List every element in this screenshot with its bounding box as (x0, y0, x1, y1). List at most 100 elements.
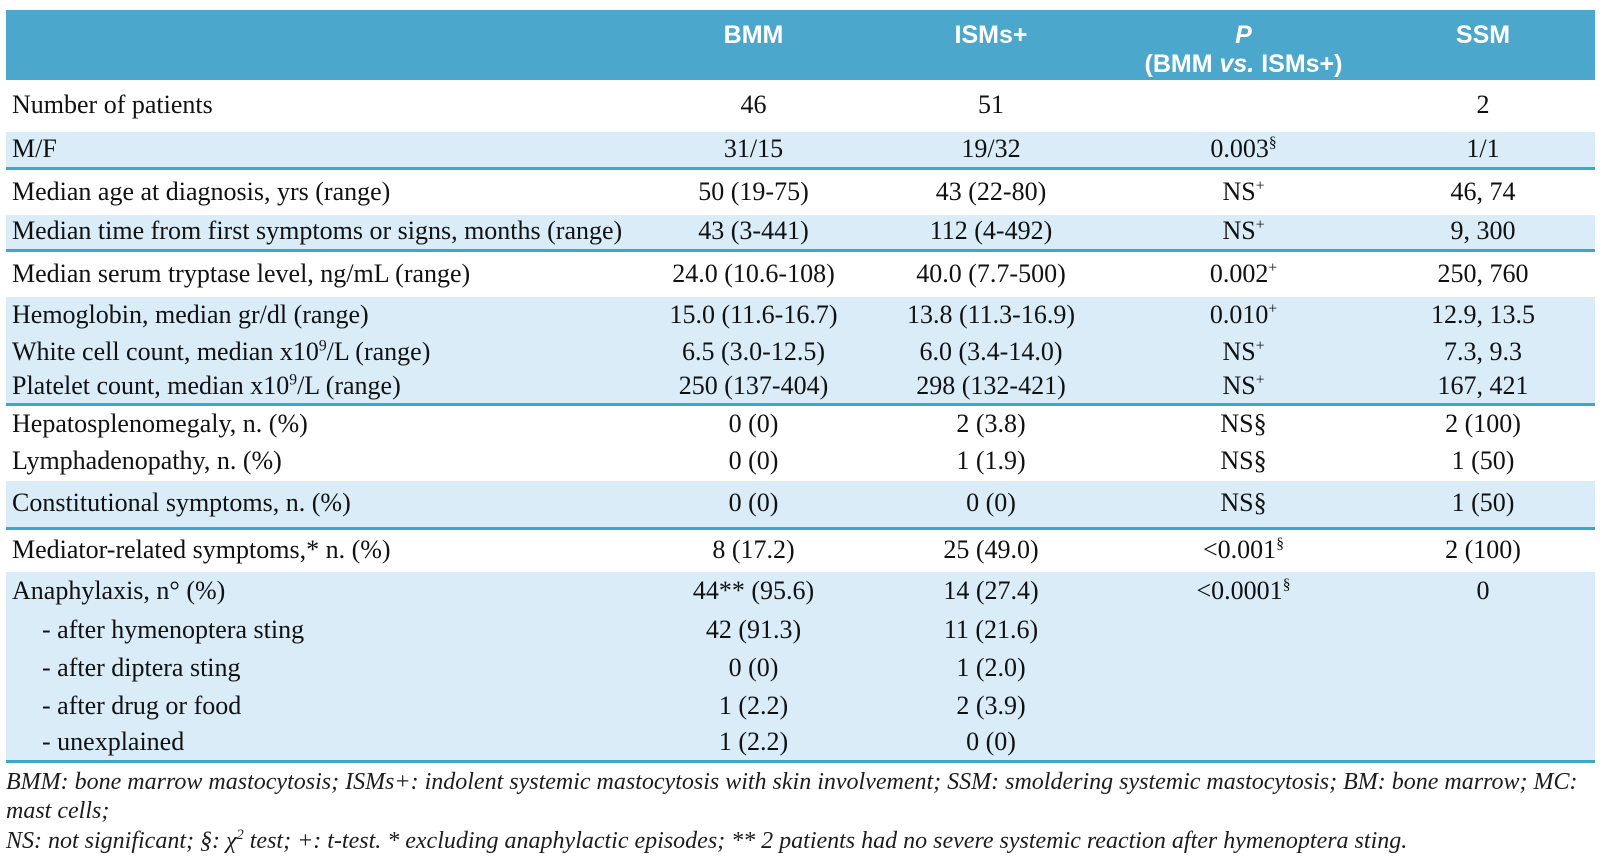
cell-p: NS+ (1116, 333, 1371, 371)
footnote-line-2: NS: not significant; §: χ2 test; +: t-te… (6, 826, 1408, 854)
col-header-p-label: P (1235, 21, 1252, 49)
row-label: - unexplained (6, 725, 641, 763)
row-label: Hemoglobin, median gr/dl (range) (6, 296, 641, 334)
table-row: Constitutional symptoms, n. (%) 0 (0) 0 (0… (6, 480, 1595, 530)
col-header-isms: ISMs+ (866, 10, 1116, 80)
cell-ssm (1371, 611, 1595, 650)
table-row: Hemoglobin, median gr/dl (range) 15.0 (11… (6, 296, 1595, 334)
table-row: M/F 31/15 19/32 0.003§ 1/1 (6, 131, 1595, 170)
col-header-bmm: BMM (641, 10, 866, 80)
cell-bmm: 46 (740, 90, 767, 120)
table-row: Lymphadenopathy, n. (%) 0 (0) 1 (1.9) NS§ 1 … (6, 443, 1595, 481)
cell-isms: 40.0 (7.7-500) (916, 258, 1066, 288)
row-label: White cell count, median x109/L (range) (6, 333, 641, 371)
cell-p (1116, 80, 1371, 132)
footnote-line-1: BMM: bone marrow mastocytosis; ISMs+: in… (6, 769, 1578, 825)
row-label: M/F (6, 131, 641, 170)
cell-isms: 25 (49.0) (943, 535, 1039, 565)
row-label: Constitutional symptoms, n. (%) (6, 480, 641, 530)
cell-isms: 2 (3.9) (866, 687, 1116, 726)
cell-ssm: 7.3, 9.3 (1371, 333, 1595, 371)
col-header-p-subtitle: (BMM vs. ISMs+) (1144, 49, 1343, 78)
cell-ssm: 9, 300 (1371, 214, 1595, 252)
table-footnote: BMM: bone marrow mastocytosis; ISMs+: in… (6, 768, 1595, 856)
cell-bmm: 43 (3-441) (641, 214, 866, 252)
cell-isms: 6.0 (3.4-14.0) (866, 333, 1116, 371)
cell-bmm: 42 (91.3) (641, 611, 866, 650)
cell-ssm (1371, 725, 1595, 763)
row-label: Median serum tryptase level, ng/mL (rang… (12, 258, 471, 288)
table-row: Platelet count, median x109/L (range) 250… (6, 370, 1595, 406)
table-row: White cell count, median x109/L (range) 6… (6, 333, 1595, 371)
cell-isms: 1 (1.9) (956, 446, 1026, 476)
cell-isms: 0 (0) (866, 725, 1116, 763)
cell-isms: 0 (0) (866, 480, 1116, 530)
col-header-ssm: SSM (1371, 10, 1595, 80)
cell-bmm: 50 (19-75) (698, 176, 809, 206)
cell-p: NS§ (1116, 480, 1371, 530)
cell-isms: 13.8 (11.3-16.9) (866, 296, 1116, 334)
cell-ssm: 46, 74 (1450, 176, 1516, 206)
cell-p (1116, 687, 1371, 726)
cell-bmm: 0 (0) (728, 408, 779, 438)
table-row: Number of patients 46 51 2 (6, 80, 1595, 132)
cell-isms: 11 (21.6) (866, 611, 1116, 650)
cell-isms: 298 (132-421) (866, 370, 1116, 406)
cell-p: 0.002+ (1209, 258, 1278, 288)
cell-p: <0.001§ (1203, 535, 1284, 565)
cell-bmm: 24.0 (10.6-108) (672, 258, 835, 288)
cell-bmm: 1 (2.2) (641, 725, 866, 763)
cell-isms: 19/32 (866, 131, 1116, 170)
cell-ssm: 167, 421 (1371, 370, 1595, 406)
row-label: - after diptera sting (6, 649, 641, 688)
table-row: - after diptera sting 0 (0) 1 (2.0) (6, 649, 1595, 688)
row-label: Number of patients (12, 90, 213, 120)
row-label: - after drug or food (6, 687, 641, 726)
row-label: Anaphylaxis, n° (%) (6, 571, 641, 612)
table-row: Mediator-related symptoms,* n. (%) 8 (17.… (6, 529, 1595, 572)
cell-isms: 1 (2.0) (866, 649, 1116, 688)
cell-isms: 51 (978, 90, 1004, 120)
cell-ssm: 2 (100) (1445, 535, 1521, 565)
row-label: Lymphadenopathy, n. (%) (12, 446, 282, 476)
cell-p: NS+ (1116, 214, 1371, 252)
row-label: Hepatosplenomegaly, n. (%) (12, 408, 308, 438)
cell-isms: 112 (4-492) (866, 214, 1116, 252)
table-body: Number of patients 46 51 2 M/F 31/15 19/32 0.00… (6, 80, 1595, 763)
cell-bmm: 44** (95.6) (641, 571, 866, 612)
table-row: Anaphylaxis, n° (%) 44** (95.6) 14 (27.4) <… (6, 571, 1595, 612)
cell-bmm: 31/15 (641, 131, 866, 170)
cell-ssm: 0 (1371, 571, 1595, 612)
row-label: Median age at diagnosis, yrs (range) (12, 176, 391, 206)
header-row: BMM ISMs+ P (BMM vs. ISMs+) SSM (6, 10, 1595, 80)
cell-ssm: 1 (50) (1371, 480, 1595, 530)
table-row: Median age at diagnosis, yrs (range) 50 (… (6, 169, 1595, 215)
cell-ssm (1371, 687, 1595, 726)
cell-ssm (1371, 649, 1595, 688)
cell-ssm: 2 (100) (1445, 408, 1521, 438)
cell-p: NS§ (1220, 408, 1267, 438)
cell-ssm: 2 (1476, 90, 1490, 120)
cell-bmm: 6.5 (3.0-12.5) (641, 333, 866, 371)
cell-bmm: 250 (137-404) (641, 370, 866, 406)
patients-characteristics-table: BMM ISMs+ P (BMM vs. ISMs+) SSM Number o… (6, 10, 1595, 763)
table-row: Median serum tryptase level, ng/mL (rang… (6, 251, 1595, 297)
cell-p: NS§ (1220, 446, 1267, 476)
row-label: - after hymenoptera sting (6, 611, 641, 650)
header-empty-cell (6, 10, 641, 80)
cell-bmm: 15.0 (11.6-16.7) (641, 296, 866, 334)
cell-p: <0.0001§ (1116, 571, 1371, 612)
table-row: Hepatosplenomegaly, n. (%) 0 (0) 2 (3.8) NS… (6, 405, 1595, 443)
cell-ssm: 1 (50) (1451, 446, 1515, 476)
row-label: Platelet count, median x109/L (range) (6, 370, 641, 406)
col-header-p: P (BMM vs. ISMs+) (1116, 10, 1371, 80)
cell-ssm: 250, 760 (1437, 258, 1529, 288)
cell-p: NS+ (1116, 370, 1371, 406)
row-label: Mediator-related symptoms,* n. (%) (12, 535, 391, 565)
table-row: - after hymenoptera sting 42 (91.3) 11 (21… (6, 611, 1595, 650)
cell-ssm: 12.9, 13.5 (1371, 296, 1595, 334)
cell-bmm: 1 (2.2) (641, 687, 866, 726)
cell-p: 0.010+ (1116, 296, 1371, 334)
table-row: - after drug or food 1 (2.2) 2 (3.9) (6, 687, 1595, 726)
cell-ssm: 1/1 (1371, 131, 1595, 170)
